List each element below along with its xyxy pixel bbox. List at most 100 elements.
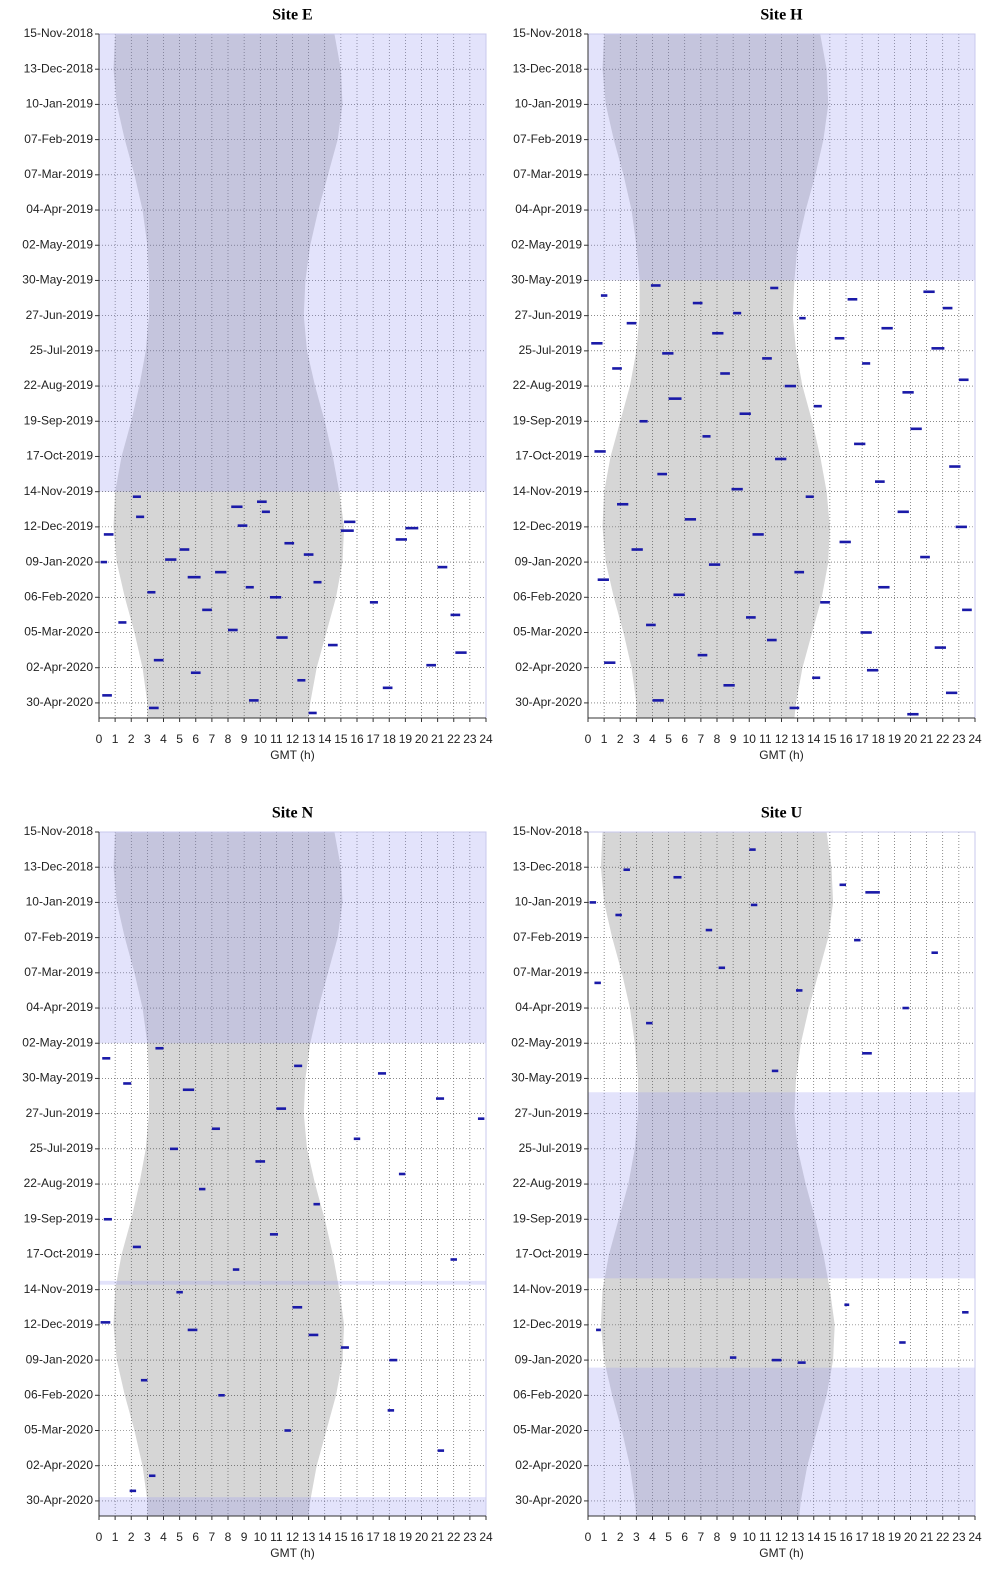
detection bbox=[600, 294, 608, 297]
detection bbox=[657, 472, 668, 476]
x-tick-label: 6 bbox=[192, 1530, 199, 1544]
detection bbox=[847, 298, 858, 301]
detection bbox=[436, 1097, 445, 1100]
detection bbox=[136, 515, 145, 519]
x-tick-label: 10 bbox=[254, 732, 268, 746]
detection bbox=[920, 555, 930, 559]
y-tick-label: 22-Aug-2019 bbox=[24, 378, 94, 392]
detection bbox=[389, 1358, 398, 1362]
detection bbox=[596, 1328, 601, 1332]
x-tick-label: 2 bbox=[128, 1530, 135, 1544]
x-tick-label: 22 bbox=[936, 732, 950, 746]
y-tick-label: 30-Apr-2020 bbox=[515, 1493, 582, 1507]
x-tick-label: 20 bbox=[415, 1530, 429, 1544]
x-tick-label: 15 bbox=[823, 732, 837, 746]
y-tick-label: 27-Jun-2019 bbox=[515, 308, 583, 322]
x-tick-label: 16 bbox=[839, 1530, 853, 1544]
detection bbox=[739, 412, 751, 416]
detection bbox=[910, 427, 922, 431]
detection bbox=[860, 631, 872, 634]
y-tick-label: 17-Oct-2019 bbox=[26, 449, 93, 463]
night-band bbox=[113, 832, 345, 1516]
detection bbox=[789, 706, 800, 710]
detection bbox=[477, 1117, 485, 1120]
x-tick-label: 12 bbox=[286, 1530, 300, 1544]
detection bbox=[733, 311, 742, 315]
no-recording bbox=[99, 1497, 486, 1516]
y-tick-label: 12-Dec-2019 bbox=[513, 1317, 583, 1331]
night-band bbox=[113, 34, 345, 718]
detection bbox=[949, 465, 961, 468]
detection bbox=[190, 671, 201, 675]
x-tick-label: 23 bbox=[463, 732, 477, 746]
detection bbox=[723, 684, 735, 687]
x-tick-label: 17 bbox=[366, 1530, 380, 1544]
detection bbox=[839, 883, 846, 887]
x-tick-label: 18 bbox=[383, 1530, 397, 1544]
detection bbox=[597, 578, 609, 581]
x-tick-label: 8 bbox=[225, 1530, 232, 1544]
y-tick-label: 14-Nov-2019 bbox=[24, 1282, 94, 1296]
x-tick-label: 9 bbox=[730, 732, 737, 746]
y-tick-label: 15-Nov-2018 bbox=[24, 824, 94, 838]
x-tick-label: 10 bbox=[743, 1530, 757, 1544]
y-tick-label: 19-Sep-2019 bbox=[24, 413, 94, 427]
detection bbox=[631, 548, 643, 551]
x-tick-label: 9 bbox=[241, 1530, 248, 1544]
x-tick-label: 5 bbox=[665, 732, 672, 746]
x-tick-label: 13 bbox=[791, 1530, 805, 1544]
detection bbox=[132, 495, 141, 499]
detection bbox=[626, 321, 637, 325]
x-tick-label: 0 bbox=[96, 732, 103, 746]
panel-title: Site E bbox=[272, 7, 312, 24]
detection bbox=[102, 1057, 111, 1060]
x-tick-label: 12 bbox=[775, 732, 789, 746]
night-band bbox=[602, 34, 830, 718]
y-tick-label: 27-Jun-2019 bbox=[26, 308, 94, 322]
y-tick-label: 14-Nov-2019 bbox=[24, 484, 94, 498]
detection bbox=[202, 608, 212, 612]
y-tick-label: 15-Nov-2018 bbox=[24, 26, 94, 40]
detection bbox=[232, 1268, 240, 1271]
detection bbox=[437, 1449, 445, 1452]
y-tick-label: 02-Apr-2020 bbox=[515, 660, 582, 674]
no-recording bbox=[588, 1092, 975, 1279]
detection bbox=[118, 621, 127, 624]
y-tick-label: 07-Mar-2019 bbox=[513, 965, 582, 979]
x-tick-label: 22 bbox=[936, 1530, 950, 1544]
detection bbox=[878, 585, 890, 589]
detection bbox=[303, 553, 314, 556]
x-tick-label: 1 bbox=[601, 732, 608, 746]
x-axis-label: GMT (h) bbox=[270, 1546, 314, 1560]
x-tick-label: 20 bbox=[415, 732, 429, 746]
y-tick-label: 04-Apr-2019 bbox=[515, 1000, 582, 1014]
detection bbox=[261, 510, 270, 514]
y-tick-label: 19-Sep-2019 bbox=[513, 413, 583, 427]
x-tick-label: 8 bbox=[714, 732, 721, 746]
y-tick-label: 02-May-2019 bbox=[22, 237, 93, 251]
y-tick-label: 13-Dec-2018 bbox=[513, 61, 583, 75]
x-tick-label: 21 bbox=[431, 732, 445, 746]
detection bbox=[862, 1051, 872, 1055]
detection bbox=[673, 875, 682, 879]
detection bbox=[697, 653, 708, 657]
detection bbox=[705, 928, 713, 932]
detection bbox=[153, 658, 164, 662]
y-tick-label: 15-Nov-2018 bbox=[513, 26, 583, 40]
detection bbox=[794, 570, 805, 574]
x-tick-label: 9 bbox=[241, 732, 248, 746]
detection bbox=[899, 1341, 906, 1344]
x-tick-label: 3 bbox=[144, 732, 151, 746]
detection bbox=[313, 1202, 320, 1206]
detection bbox=[284, 541, 295, 545]
x-tick-label: 2 bbox=[128, 732, 135, 746]
detection bbox=[646, 623, 656, 627]
detection bbox=[784, 384, 797, 388]
y-tick-label: 13-Dec-2018 bbox=[24, 61, 94, 75]
x-tick-label: 24 bbox=[479, 1530, 493, 1544]
detection bbox=[931, 951, 938, 955]
detection bbox=[353, 1137, 361, 1141]
detection bbox=[854, 442, 866, 446]
detection bbox=[450, 613, 461, 617]
detection bbox=[100, 1321, 111, 1324]
